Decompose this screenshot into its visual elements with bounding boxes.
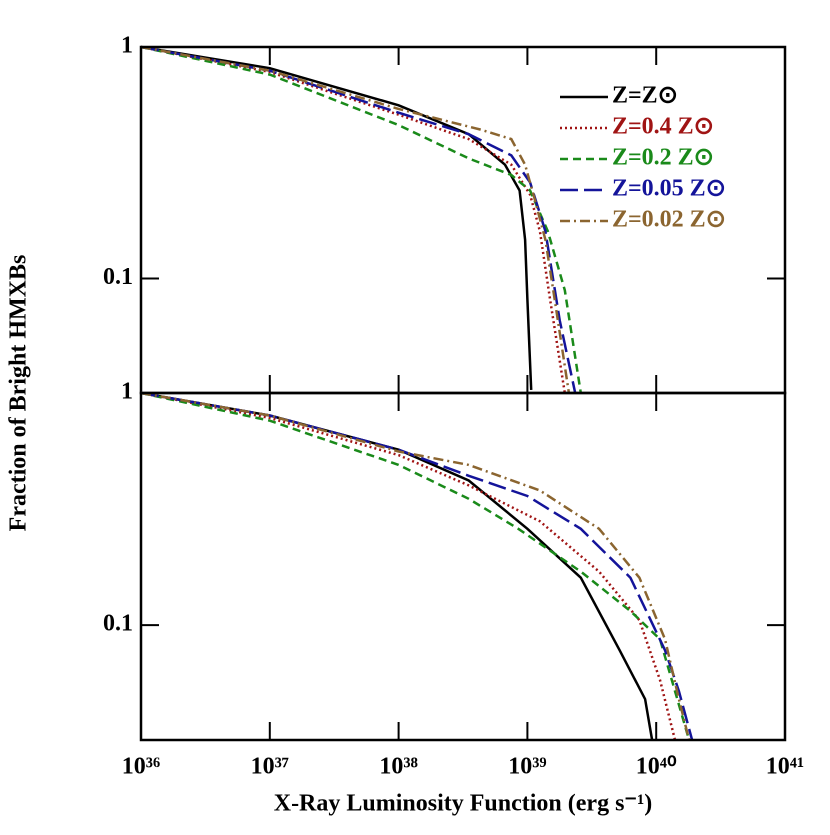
data-line <box>140 45 583 394</box>
legend-label: Z=0.4 Z⊙ <box>612 114 714 140</box>
x-tick-label: 10³⁹ <box>508 754 546 780</box>
legend-label: Z=0.02 Z⊙ <box>612 207 726 233</box>
data-line <box>140 45 533 390</box>
x-tick-label: 10³⁷ <box>251 754 289 780</box>
data-line <box>140 391 691 741</box>
legend-label: Z=0.05 Z⊙ <box>612 176 726 202</box>
y-tick-label: 0.1 <box>103 611 133 637</box>
plot-frame <box>139 391 787 742</box>
legend-label: Z=Z⊙ <box>612 83 678 109</box>
legend-label: Z=0.2 Z⊙ <box>612 145 714 171</box>
data-line <box>140 45 567 394</box>
data-line <box>140 391 691 741</box>
y-axis-label: Fraction of Bright HMXBs <box>6 255 32 532</box>
x-tick-label: 10⁴¹ <box>766 754 804 780</box>
x-tick-label: 10³⁶ <box>122 754 160 780</box>
data-line <box>140 45 577 394</box>
y-tick-label: 1 <box>121 33 133 59</box>
x-axis-label: X-Ray Luminosity Function (erg s⁻¹) <box>274 791 653 817</box>
x-tick-label: 10⁴⁰ <box>636 754 677 780</box>
y-tick-label: 0.1 <box>103 264 133 290</box>
y-tick-label: 1 <box>121 379 133 405</box>
x-tick-label: 10³⁸ <box>379 754 417 780</box>
data-line <box>140 391 694 741</box>
data-line <box>140 391 677 741</box>
